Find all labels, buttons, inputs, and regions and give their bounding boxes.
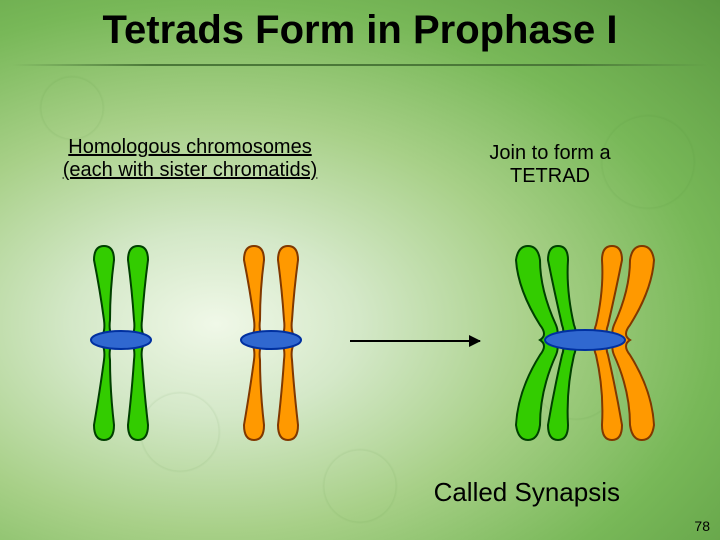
chromosome-pair-green [80, 240, 170, 450]
chromosome-pair-orange [230, 240, 320, 450]
chromosome-diagram [0, 230, 720, 470]
slide-title: Tetrads Form in Prophase I [0, 8, 720, 53]
label-homologous-line1: Homologous chromosomes [40, 136, 340, 159]
label-homologous-line2: (each with sister chromatids) [40, 159, 340, 182]
label-tetrad-line2: TETRAD [420, 165, 680, 188]
label-tetrad: Join to form a TETRAD [420, 142, 680, 188]
tetrad [500, 240, 670, 450]
label-tetrad-line1: Join to form a [420, 142, 680, 165]
page-number: 78 [694, 518, 710, 534]
label-synapsis: Called Synapsis [434, 477, 620, 508]
arrow-icon [350, 340, 480, 342]
title-underline [12, 64, 708, 66]
label-homologous: Homologous chromosomes (each with sister… [40, 136, 340, 182]
